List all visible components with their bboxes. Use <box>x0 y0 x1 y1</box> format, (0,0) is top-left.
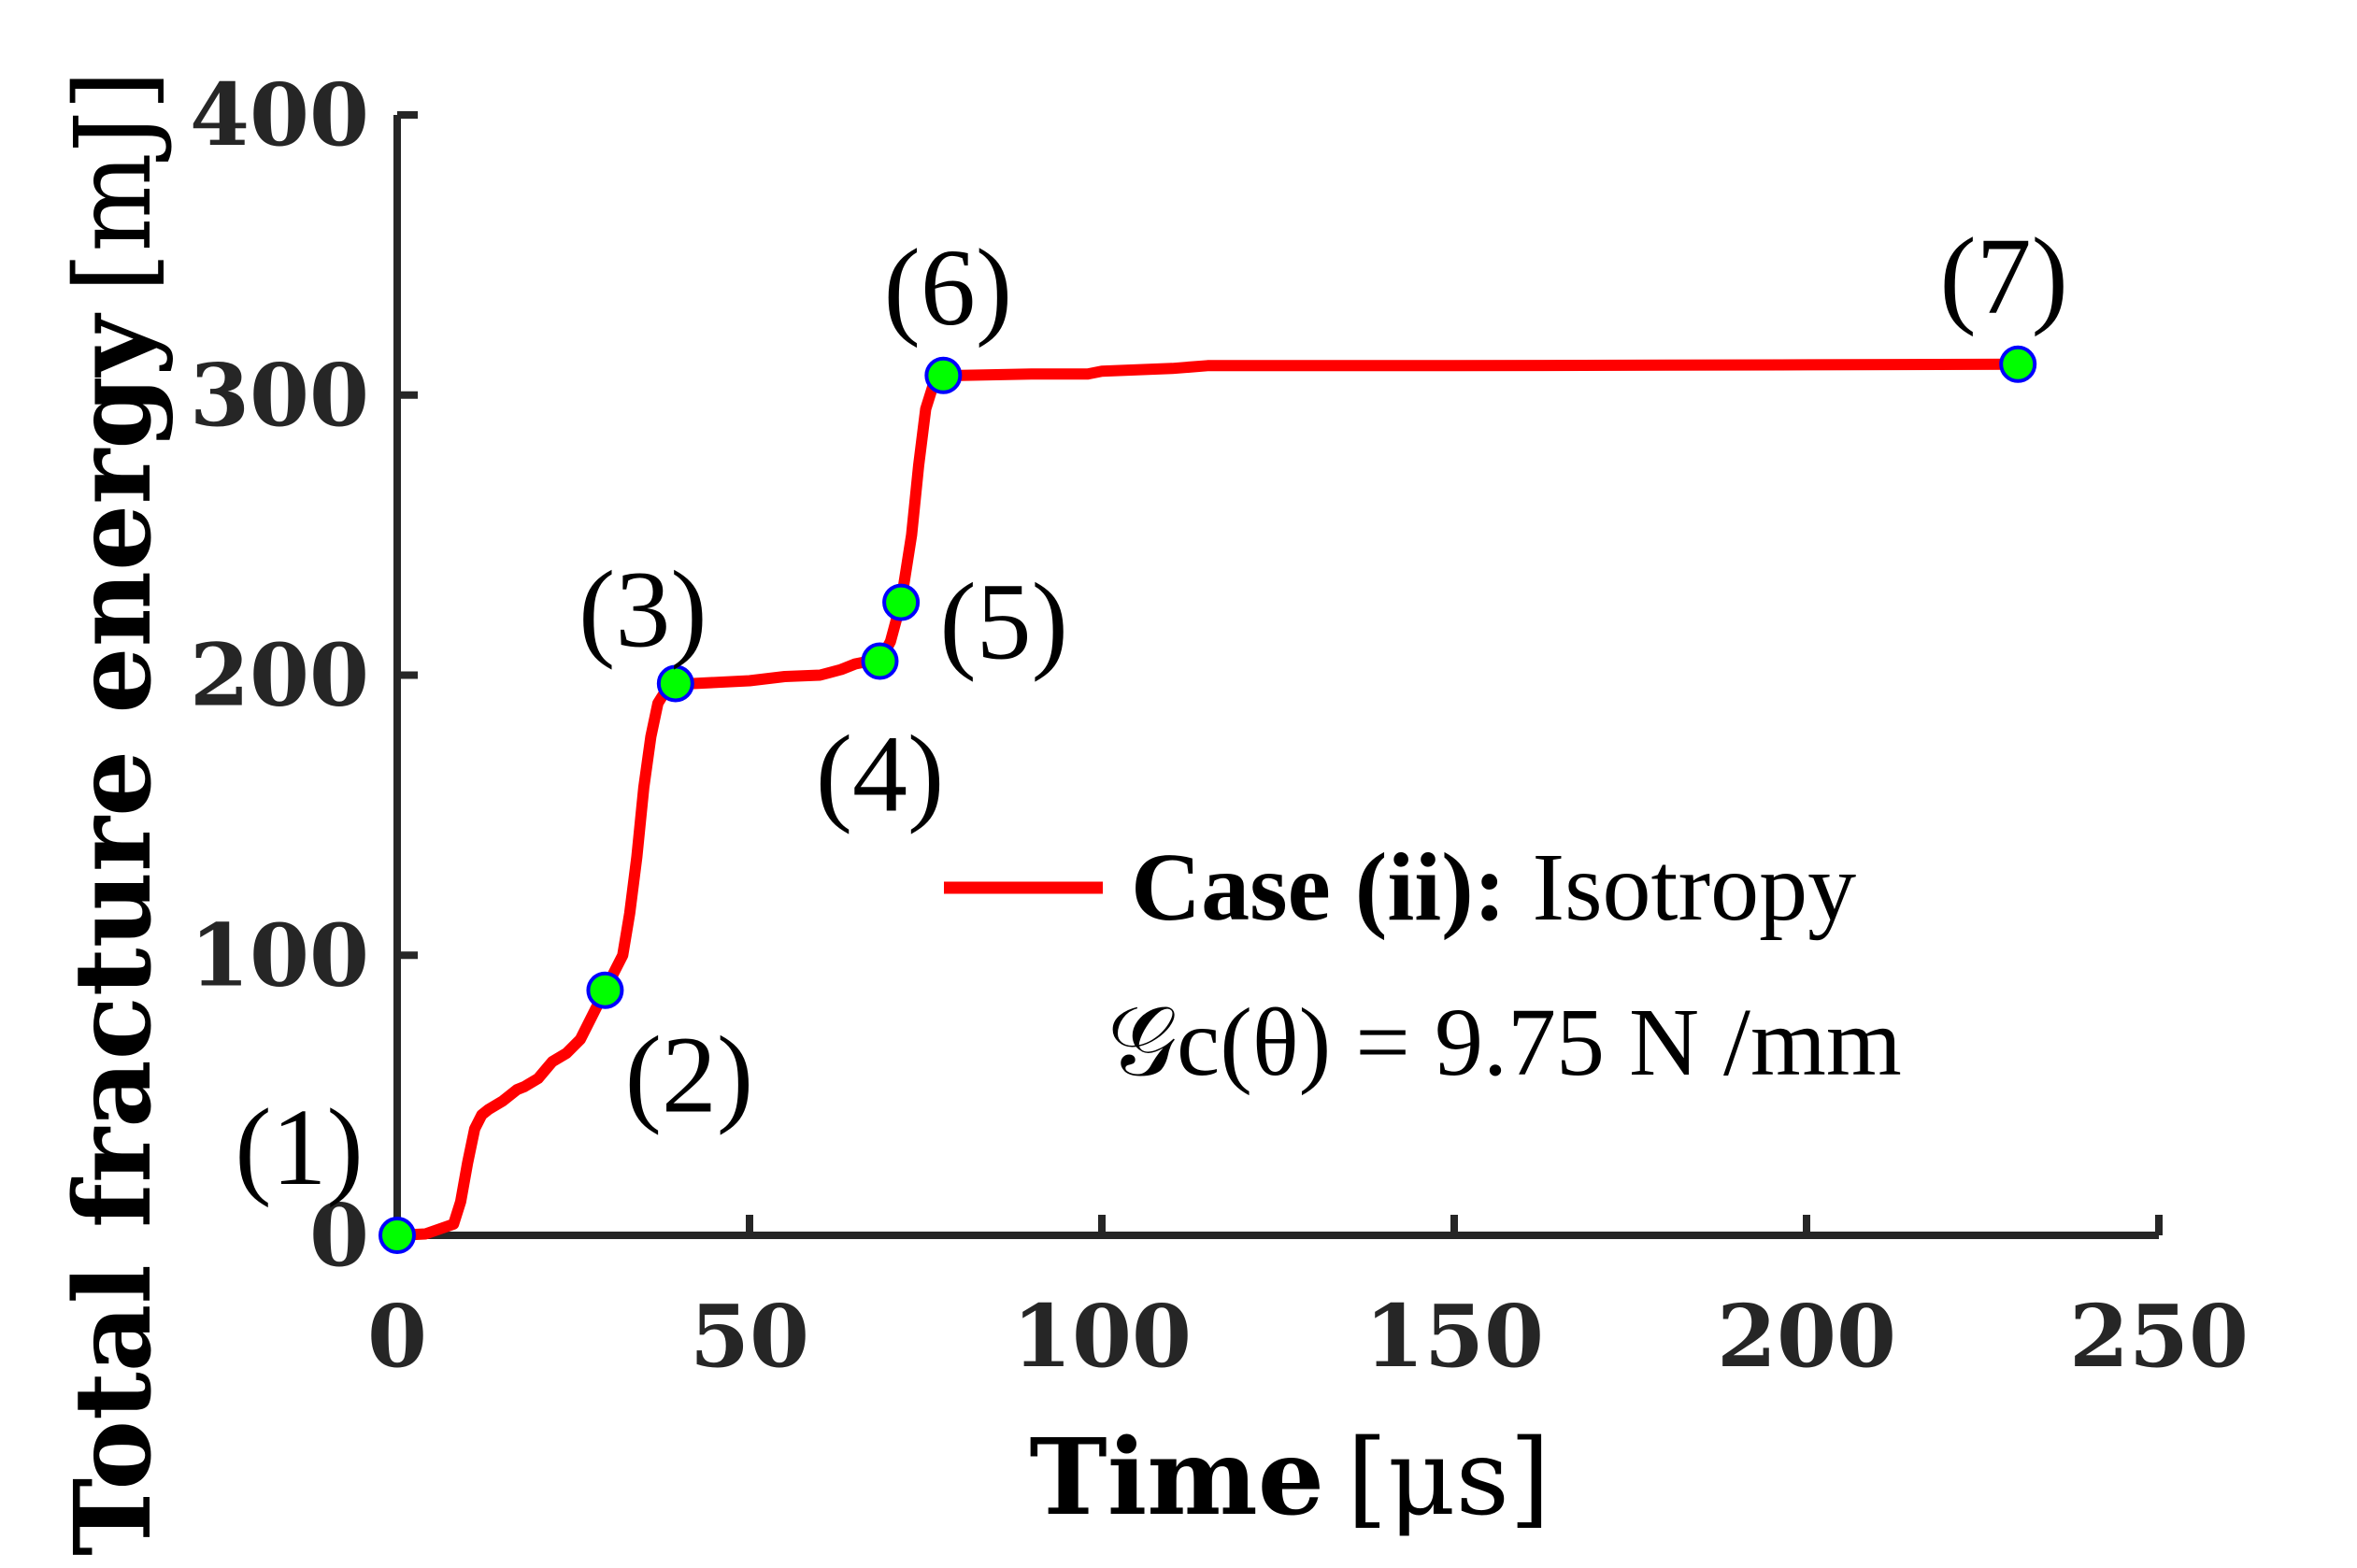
data-marker <box>1999 345 2037 383</box>
y-tick-label: 0 <box>309 1185 369 1286</box>
legend-entry-formula: 𝒢c(θ) = 9.75 N /mm <box>1107 989 1902 1096</box>
y-tick-label: 200 <box>190 625 369 726</box>
data-marker <box>379 1217 416 1254</box>
x-tick-label: 200 <box>1717 1286 1896 1387</box>
x-tick-label: 150 <box>1364 1286 1544 1387</box>
point-label: (4) <box>816 713 945 835</box>
data-marker <box>861 642 899 680</box>
legend-entry-bold: Case (ii): <box>1131 834 1506 941</box>
data-marker <box>586 971 624 1009</box>
legend-entry-rest: Isotropy <box>1532 834 1856 941</box>
y-axis-label-bold: Total fracture energy <box>52 312 175 1556</box>
y-axis-label: Total fracture energy [mJ] <box>52 70 175 1556</box>
data-marker <box>656 664 694 703</box>
x-axis-label-unit: [μs] <box>1347 1418 1550 1539</box>
x-axis-label: Time [μs] <box>1029 1417 1550 1539</box>
point-label: (3) <box>579 548 707 670</box>
legend: Case (ii): Isotropy 𝒢c(θ) = 9.75 N /mm <box>944 834 1902 1096</box>
data-marker <box>924 356 963 394</box>
point-label: (1) <box>235 1086 364 1208</box>
point-label: (7) <box>1939 215 2068 337</box>
x-tick-label: 50 <box>690 1286 809 1387</box>
y-tick-label: 400 <box>190 64 369 165</box>
marker-layer <box>379 345 2037 1254</box>
point-label: (5) <box>939 561 1068 683</box>
y-tick-label: 300 <box>190 345 369 446</box>
point-label: (2) <box>625 1014 754 1136</box>
point-labels: (1) (2) (3) (4) (5) (6) (7) <box>235 215 2068 1208</box>
legend-entry-title: Case (ii): Isotropy <box>1131 834 1856 941</box>
x-tick-label: 100 <box>1012 1286 1192 1387</box>
data-marker <box>882 583 921 621</box>
x-tick-label: 250 <box>2069 1286 2249 1387</box>
x-tick-label: 0 <box>367 1286 427 1387</box>
point-label: (6) <box>884 226 1013 349</box>
y-axis-label-unit: [mJ] <box>53 70 175 293</box>
axes: 0 50 100 150 200 250 0 100 200 300 400 <box>190 64 2249 1387</box>
y-tick-label: 100 <box>190 905 369 1005</box>
x-axis-label-bold: Time <box>1029 1417 1324 1539</box>
